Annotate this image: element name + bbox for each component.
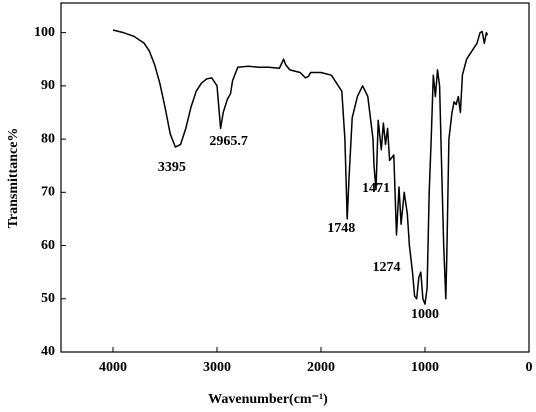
peak-label: 1748 (327, 221, 355, 236)
x-axis-title: Wavenumber(cm⁻¹) (208, 392, 328, 407)
y-tick-label: 90 (41, 78, 55, 93)
y-axis-title: Transmittance% (6, 128, 21, 229)
x-tick-label: 3000 (203, 360, 231, 375)
peak-label: 2965.7 (209, 134, 248, 149)
y-tick-label: 50 (41, 291, 55, 306)
x-tick-label: 0 (526, 360, 533, 375)
y-tick-label: 80 (41, 131, 55, 146)
peak-label: 1471 (362, 181, 390, 196)
x-tick-label: 4000 (99, 360, 127, 375)
peak-label: 1274 (373, 260, 401, 275)
plot-frame (60, 2, 530, 353)
x-tick-label: 2000 (307, 360, 335, 375)
peak-label: 1000 (411, 307, 439, 322)
x-tick-label: 1000 (411, 360, 439, 375)
peak-label: 3395 (158, 160, 186, 175)
y-tick-label: 100 (34, 25, 55, 40)
y-tick-label: 70 (41, 185, 55, 200)
y-tick-label: 40 (41, 344, 55, 359)
spectrum-line (112, 29, 489, 305)
y-tick-label: 60 (41, 238, 55, 253)
